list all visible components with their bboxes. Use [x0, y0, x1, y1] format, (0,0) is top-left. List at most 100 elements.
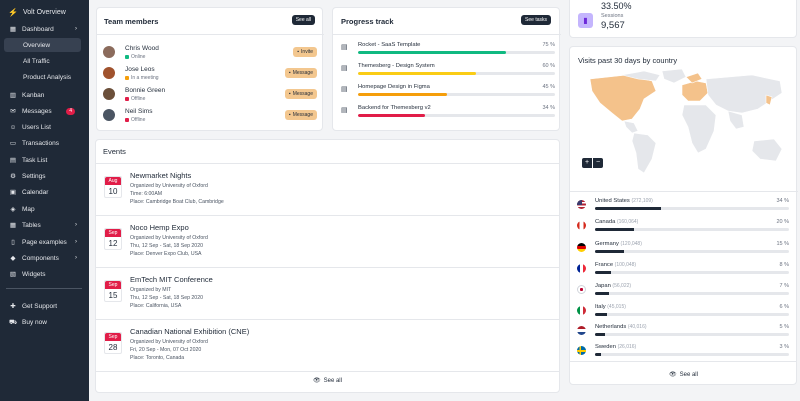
- team-member-row: Chris Wood Online ▪ Invite: [103, 44, 323, 62]
- event-title[interactable]: Newmarket Nights: [130, 171, 192, 180]
- japan-flag-icon: [577, 285, 586, 294]
- sidebar-item-users-list[interactable]: ☺ Users List: [4, 120, 81, 134]
- sidebar-item-widgets[interactable]: ▧ Widgets: [4, 267, 81, 281]
- progress-item: ▤ Rocket - SaaS Template 75 %: [341, 42, 555, 62]
- sessions-card: 33.50% ▮ Sessions 9,567: [569, 0, 797, 38]
- avatar: [103, 88, 115, 100]
- progress-item-name: Themesberg - Design System: [358, 63, 435, 69]
- country-row: Germany (120,048) 15 %: [577, 241, 789, 261]
- users-icon: ☺: [9, 123, 17, 131]
- country-percent: 8 %: [779, 262, 789, 268]
- event-day: 28: [108, 343, 118, 352]
- see-tasks-button[interactable]: See tasks: [521, 15, 551, 25]
- progress-track-card: Progress track See tasks ▤ Rocket - SaaS…: [332, 7, 561, 131]
- avatar: [103, 109, 115, 121]
- sidebar-item-kanban[interactable]: ▥ Kanban: [4, 88, 81, 102]
- north-america-region: [589, 70, 661, 134]
- progress-bar: [358, 93, 555, 96]
- zoom-in-button[interactable]: +: [582, 158, 592, 168]
- country-count: (56,022): [612, 283, 632, 289]
- events-see-all-button[interactable]: 👁 See all: [313, 377, 342, 385]
- progress-item: ▤ Themesberg - Design System 60 %: [341, 63, 555, 83]
- widgets-icon: ▧: [9, 271, 17, 278]
- sidebar-item-all-traffic[interactable]: All Traffic: [4, 54, 81, 68]
- country-label: United States: [595, 198, 630, 204]
- progress-item-name: Rocket - SaaS Template: [358, 42, 421, 48]
- country-row: France (100,048) 8 %: [577, 262, 789, 282]
- brand[interactable]: ⚡ Volt Overview: [8, 8, 66, 17]
- team-members-card: Team members See all Chris Wood Online ▪…: [96, 7, 324, 131]
- country-count: (120,048): [620, 241, 642, 247]
- sidebar-item-task-list[interactable]: ▤ Task List: [4, 153, 81, 167]
- sidebar-item-dashboard[interactable]: ▦ Dashboard ›: [4, 22, 81, 36]
- countries-see-all-button[interactable]: 👁 See all: [669, 371, 698, 379]
- country-count: (100,048): [614, 262, 637, 268]
- invite-button[interactable]: ▪ Invite: [293, 47, 317, 57]
- message-button[interactable]: ▪ Message: [284, 68, 317, 78]
- sidebar-item-calendar[interactable]: ▣ Calendar: [4, 185, 81, 199]
- event-title[interactable]: Canadian National Exhibition (CNE): [130, 327, 250, 336]
- invite-label: Invite: [301, 49, 313, 55]
- sidebar-item-label: Map: [22, 205, 35, 213]
- sidebar-item-overview[interactable]: Overview: [4, 38, 81, 52]
- sidebar-item-label: Buy now: [22, 318, 47, 326]
- message-button[interactable]: ▪ Message: [284, 110, 317, 120]
- see-all-members-button[interactable]: See all: [291, 15, 315, 25]
- country-percent: 5 %: [779, 324, 789, 330]
- credit-card-icon: ▭: [9, 140, 17, 147]
- event-item[interactable]: Sep 28 Canadian National Exhibition (CNE…: [96, 320, 560, 372]
- country-name: Germany (120,048): [595, 241, 642, 247]
- sidebar-item-product-analysis[interactable]: Product Analysis: [4, 70, 81, 84]
- status-dot-icon: [125, 76, 129, 80]
- events-title: Events: [103, 147, 126, 156]
- sidebar-item-label: Kanban: [22, 91, 45, 99]
- progress-track-title: Progress track: [341, 17, 394, 26]
- visits-title: Visits past 30 days by country: [578, 56, 678, 65]
- bolt-icon: ⚡: [8, 8, 18, 17]
- country-bar-fill: [595, 333, 605, 336]
- event-item[interactable]: Sep 12 Noco Hemp Expo Organized by Unive…: [96, 216, 560, 268]
- map-zoom-controls: + −: [582, 158, 603, 168]
- world-map[interactable]: [582, 69, 790, 179]
- country-name: Italy (45,015): [595, 304, 626, 310]
- member-name: Neil Sims: [125, 108, 153, 115]
- event-item[interactable]: Aug 10 Newmarket Nights Organized by Uni…: [96, 164, 560, 216]
- message-button[interactable]: ▪ Message: [284, 89, 317, 99]
- progress-item-percent: 60 %: [542, 63, 555, 69]
- country-percent: 7 %: [779, 283, 789, 289]
- chevron-right-icon: ›: [75, 239, 77, 245]
- sidebar-divider: [6, 288, 82, 289]
- sidebar-item-settings[interactable]: ⚙ Settings: [4, 169, 81, 183]
- europe-region: [681, 72, 709, 102]
- table-icon: ▦: [9, 222, 17, 229]
- sidebar-item-transactions[interactable]: ▭ Transactions: [4, 136, 81, 150]
- country-label: Japan: [595, 283, 611, 289]
- country-count: (26,016): [617, 344, 637, 350]
- event-month: Sep: [105, 333, 121, 341]
- event-item[interactable]: Sep 15 EmTech MIT Conference Organized b…: [96, 268, 560, 320]
- sweden-flag-icon: [577, 346, 586, 355]
- progress-item-name: Backend for Themesberg v2: [358, 105, 431, 111]
- country-name: Canada (160,064): [595, 219, 638, 225]
- sidebar-item-page-examples[interactable]: ▯ Page examples ›: [4, 235, 81, 249]
- sidebar-item-get-support[interactable]: ✚ Get Support: [4, 299, 81, 313]
- sidebar-item-messages[interactable]: ✉ Messages 4: [4, 104, 81, 118]
- country-bar-fill: [595, 271, 611, 274]
- event-title[interactable]: EmTech MIT Conference: [130, 275, 213, 284]
- sidebar-item-tables[interactable]: ▦ Tables ›: [4, 218, 81, 232]
- cart-icon: ⛟: [9, 318, 18, 326]
- sidebar-item-buy-now[interactable]: ⛟ Buy now: [4, 315, 81, 329]
- stat-value: 33.50%: [601, 1, 632, 11]
- event-title[interactable]: Noco Hemp Expo: [130, 223, 189, 232]
- country-label: Italy: [595, 304, 606, 310]
- country-bar: [595, 228, 789, 231]
- zoom-out-button[interactable]: −: [593, 158, 603, 168]
- sidebar-item-components[interactable]: ◆ Components ›: [4, 251, 81, 265]
- member-status-label: Offline: [131, 117, 146, 123]
- inbox-icon: ✉: [10, 108, 16, 115]
- sidebar-item-map[interactable]: ◈ Map: [4, 202, 81, 216]
- country-row: Japan (56,022) 7 %: [577, 283, 789, 303]
- status-dot-icon: [125, 118, 129, 122]
- sidebar-item-label: Overview: [23, 41, 51, 49]
- member-status: Offline: [125, 96, 145, 102]
